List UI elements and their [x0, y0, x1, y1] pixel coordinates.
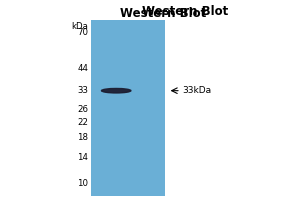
- Text: Western Blot: Western Blot: [142, 5, 228, 18]
- Text: 22: 22: [77, 118, 88, 127]
- Text: 33: 33: [77, 86, 88, 95]
- Text: 18: 18: [77, 133, 88, 142]
- Text: 44: 44: [77, 64, 88, 73]
- Text: 14: 14: [77, 153, 88, 162]
- Bar: [91, 20, 165, 196]
- Ellipse shape: [101, 88, 131, 93]
- Text: 70: 70: [77, 28, 88, 37]
- Text: Western Blot: Western Blot: [120, 7, 206, 20]
- Text: kDa: kDa: [71, 22, 88, 31]
- Text: 33kDa: 33kDa: [182, 86, 212, 95]
- Text: 10: 10: [77, 179, 88, 188]
- Text: 26: 26: [77, 105, 88, 114]
